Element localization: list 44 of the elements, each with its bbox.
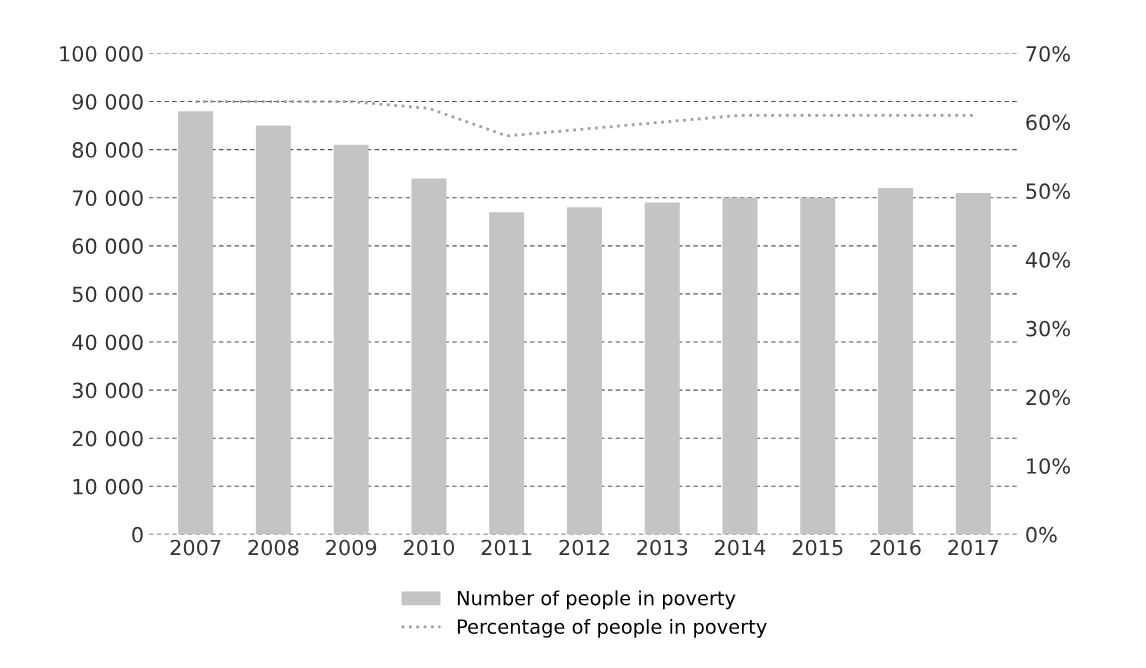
x-tick-label: 2015 — [792, 539, 843, 556]
x-tick-label: 2014 — [715, 539, 766, 556]
bar — [566, 207, 602, 535]
bar — [489, 212, 525, 535]
x-tick-label: 2012 — [559, 539, 609, 556]
x-tick-label: 2010 — [403, 539, 455, 556]
x-tick-label: 2017 — [948, 539, 999, 556]
legend-label: Number of people in poverty — [457, 590, 736, 610]
y2-tick-label: 0% — [1026, 526, 1057, 543]
bar — [878, 188, 914, 535]
y-tick-label: 80 000 — [72, 142, 143, 158]
line-series — [194, 100, 975, 138]
bar — [411, 178, 447, 535]
x-tick-label: 2009 — [326, 539, 377, 556]
x-tick-label: 2016 — [870, 539, 921, 556]
x-tick-label: 2011 — [481, 539, 532, 556]
y2-tick-label: 40% — [1025, 252, 1070, 268]
y2-tick-label: 30% — [1026, 320, 1070, 337]
y-tick-label: 100 000 — [60, 45, 143, 62]
y-tick-label: 50 000 — [72, 286, 143, 303]
x-tick-label: 2008 — [248, 539, 299, 556]
bar — [255, 125, 291, 535]
legend-label: Percentage of people in poverty — [457, 618, 767, 638]
y-tick-label: 70 000 — [72, 190, 143, 206]
y2-tick-label: 10% — [1027, 458, 1070, 474]
y-tick-label: 10 000 — [73, 478, 143, 495]
y2-tick-label: 50% — [1026, 183, 1070, 200]
y-tick-label: 20 000 — [72, 430, 143, 447]
bar — [955, 192, 991, 535]
x-tick-label: 2007 — [170, 539, 221, 556]
y2-tick-label: 60% — [1026, 114, 1070, 131]
bar — [800, 197, 836, 535]
y2-tick-label: 70% — [1026, 45, 1070, 62]
y-tick-label: 0 — [132, 526, 143, 543]
y2-tick-label: 20% — [1026, 389, 1070, 406]
bar — [333, 144, 369, 535]
y-tick-label: 40 000 — [72, 334, 143, 351]
bar — [178, 111, 214, 535]
y-tick-label: 90 000 — [72, 93, 143, 110]
y-tick-label: 30 000 — [72, 382, 143, 399]
bar — [644, 202, 680, 535]
bar — [722, 197, 758, 535]
y-tick-label: 60 000 — [72, 238, 143, 255]
x-tick-label: 2013 — [637, 539, 688, 556]
